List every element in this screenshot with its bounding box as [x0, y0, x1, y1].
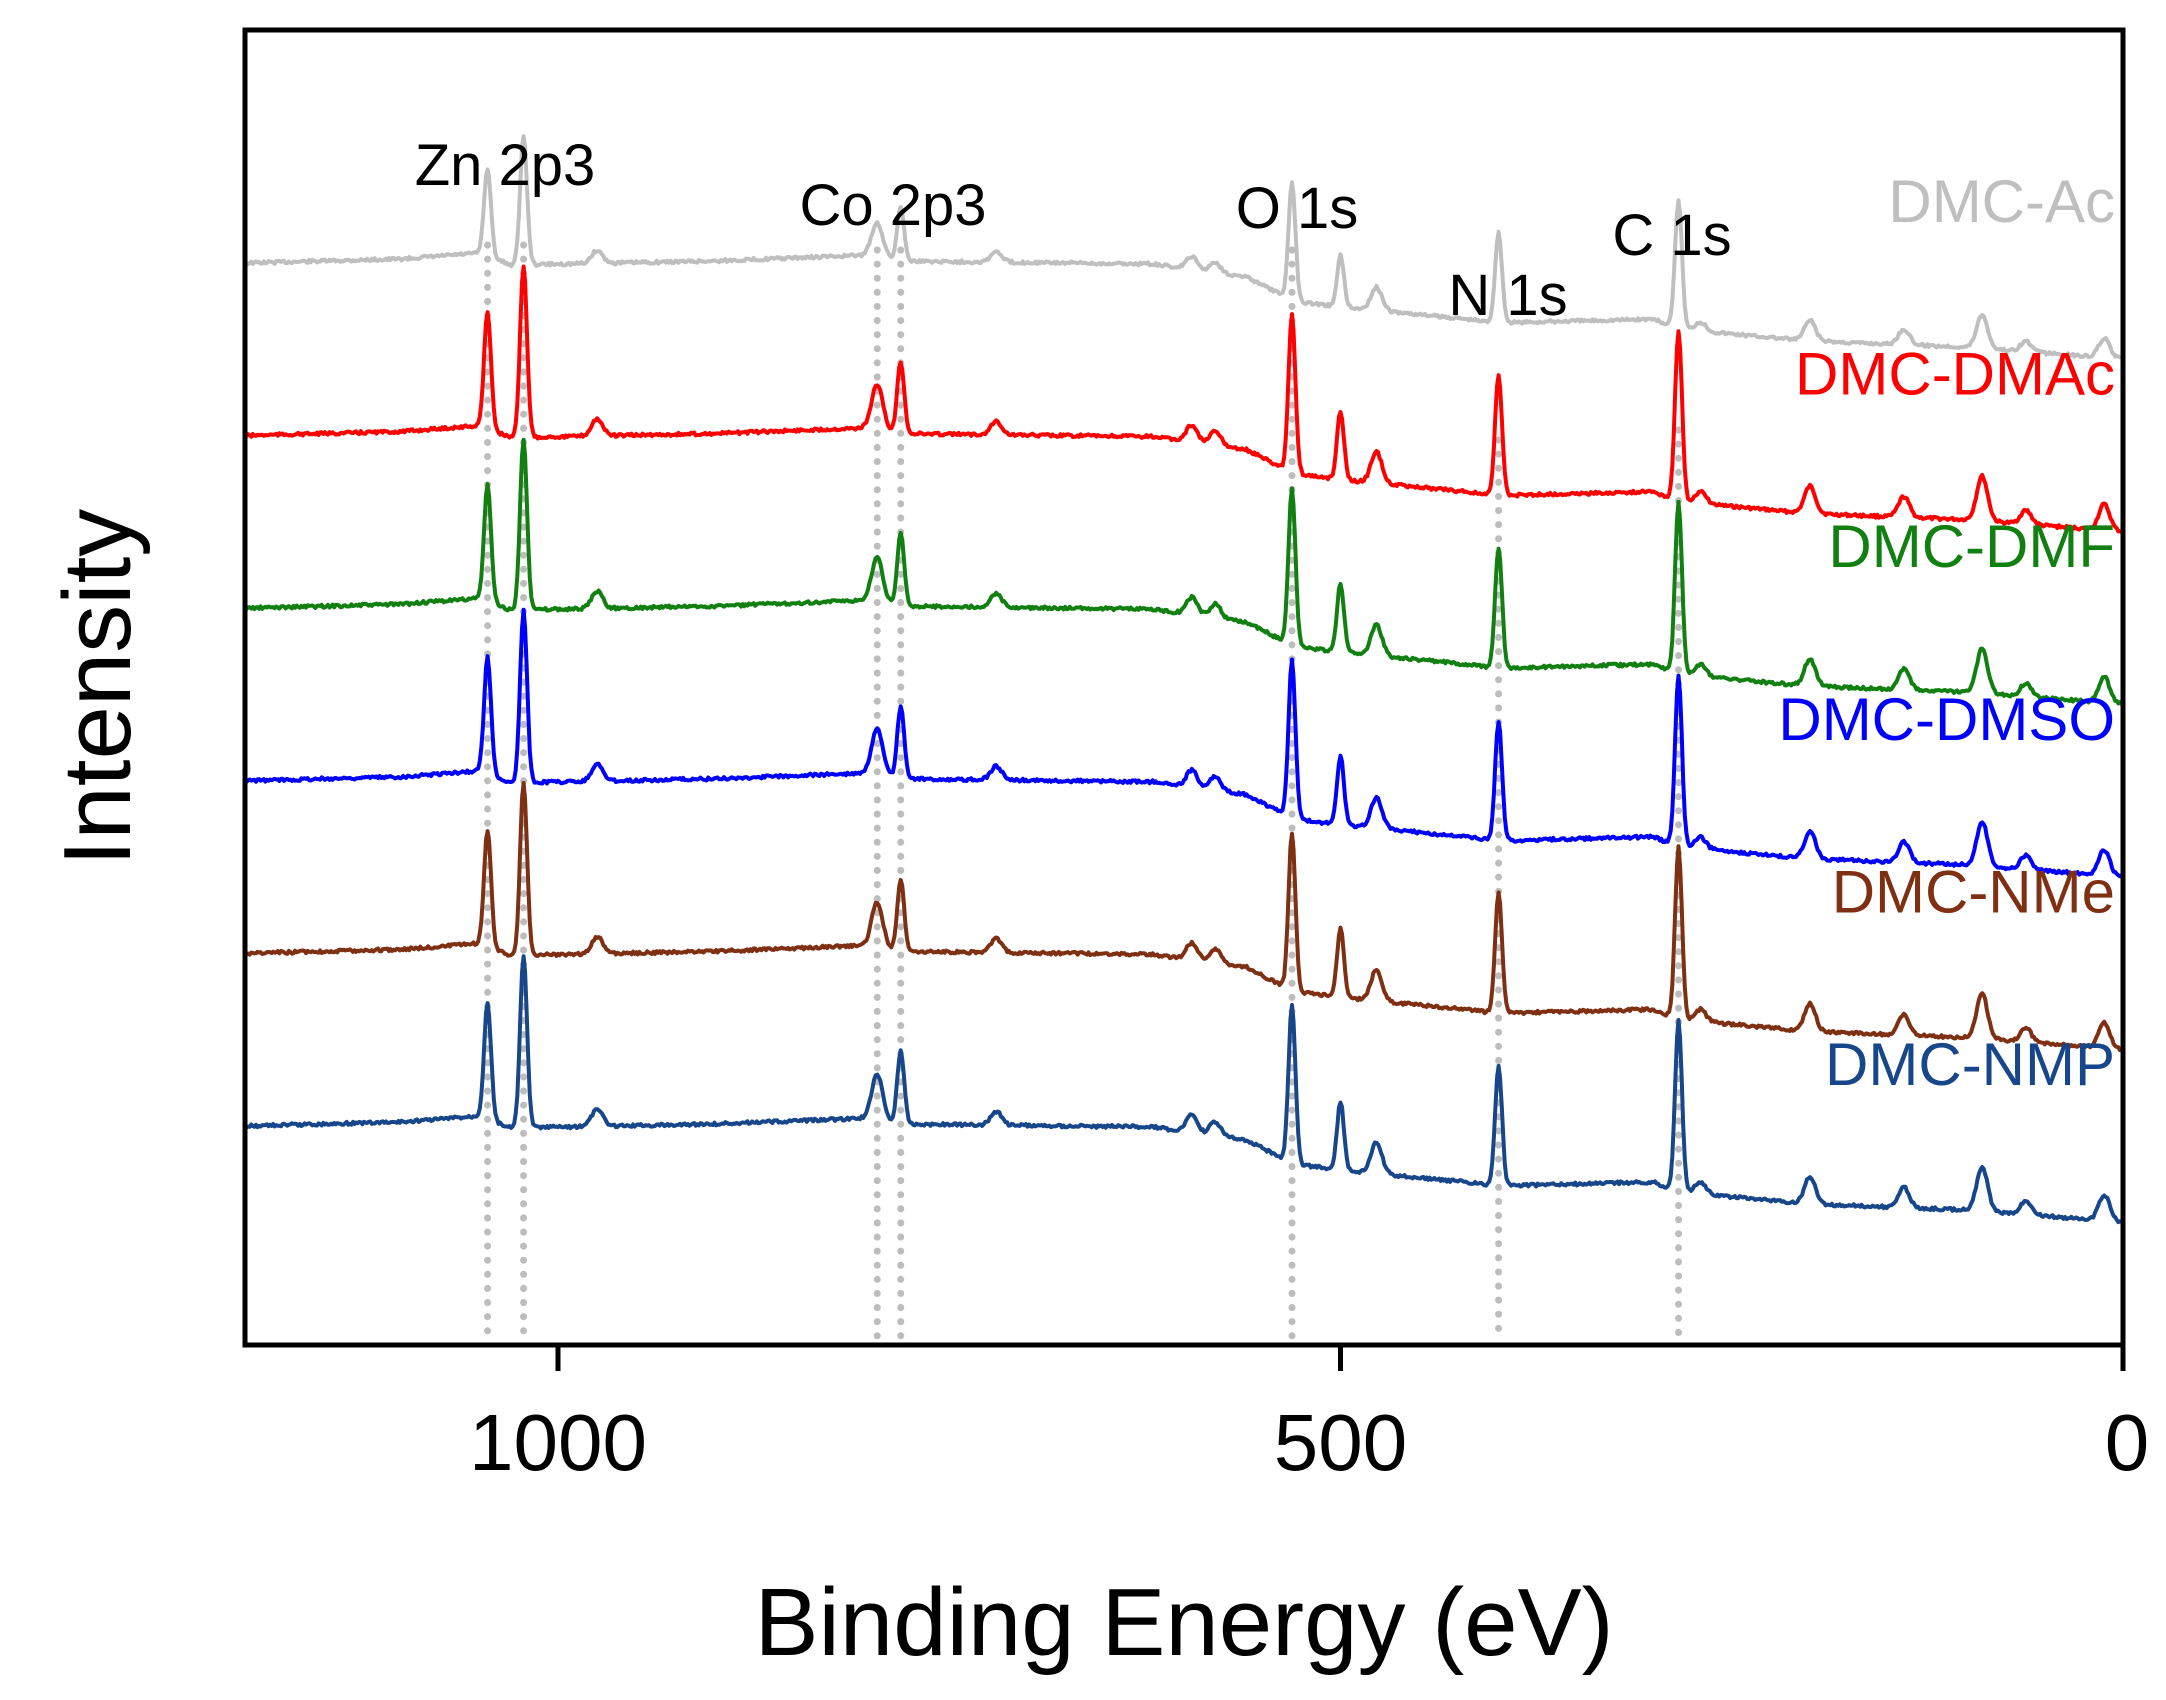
series-line-dmc-dmf: [244, 437, 2125, 707]
series-group: [243, 134, 2125, 1225]
x-tick-label: 0: [2105, 1398, 2150, 1487]
series-line-dmc-nmp: [243, 954, 2124, 1225]
x-tick-label: 500: [1274, 1398, 1407, 1487]
x-tick-label: 1000: [469, 1398, 647, 1487]
peak-label-o-1s: O 1s: [1236, 176, 1359, 241]
peak-guide-lines: [484, 241, 1683, 1341]
peak-label-zn-2p3: Zn 2p3: [415, 133, 596, 198]
peak-label-co-2p3: Co 2p3: [799, 173, 986, 238]
series-label-dmc-nmp: DMC-NMP: [1825, 1031, 2115, 1098]
peak-label-c-1s: C 1s: [1612, 203, 1731, 268]
plot-frame: [242, 27, 2126, 1348]
series-line-dmc-dmso: [243, 607, 2124, 879]
series-line-dmc-dmac: [244, 264, 2124, 534]
x-axis-title: Binding Energy (eV): [754, 1569, 1613, 1676]
series-line-dmc-ac: [244, 134, 2125, 361]
series-label-dmc-nme: DMC-NMe: [1832, 858, 2115, 925]
series-labels: DMC-Ac DMC-DMAc DMC-DMF DMC-DMSO DMC-NMe DMC-…: [1778, 168, 2115, 1098]
y-axis-title: Intensity: [44, 509, 151, 867]
peak-label-n-1s: N 1s: [1448, 263, 1567, 328]
x-axis-ticks: 1000 500 0: [469, 1345, 2149, 1487]
series-label-dmc-dmso: DMC-DMSO: [1778, 686, 2115, 753]
series-label-dmc-dmf: DMC-DMF: [1828, 513, 2115, 580]
series-line-dmc-nme: [243, 781, 2125, 1053]
series-label-dmc-ac: DMC-Ac: [1888, 168, 2115, 235]
peak-labels: Zn 2p3 Co 2p3 O 1s N 1s C 1s: [415, 133, 1732, 328]
series-label-dmc-dmac: DMC-DMAc: [1795, 341, 2115, 408]
